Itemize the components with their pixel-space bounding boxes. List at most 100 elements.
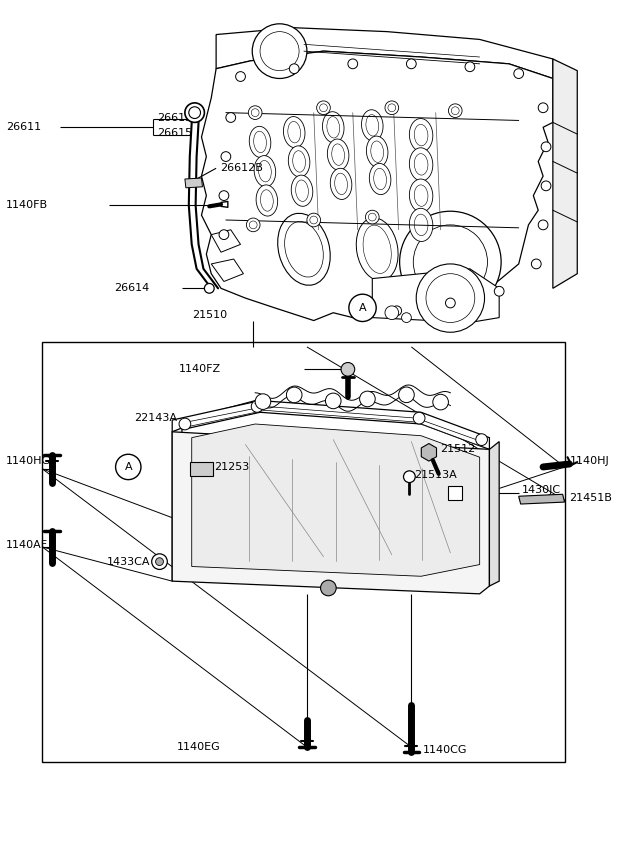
Ellipse shape	[335, 173, 347, 194]
Circle shape	[246, 218, 260, 232]
Ellipse shape	[327, 116, 340, 138]
Circle shape	[286, 387, 302, 403]
Polygon shape	[192, 424, 480, 577]
Circle shape	[326, 393, 341, 409]
Ellipse shape	[330, 168, 352, 199]
Circle shape	[349, 294, 376, 321]
Polygon shape	[211, 259, 244, 282]
Circle shape	[290, 64, 299, 74]
Ellipse shape	[285, 221, 323, 277]
Circle shape	[360, 391, 375, 407]
Text: 26611: 26611	[6, 122, 42, 132]
Circle shape	[255, 393, 271, 410]
Circle shape	[399, 387, 414, 403]
Polygon shape	[172, 432, 489, 594]
Text: A: A	[359, 303, 366, 313]
Circle shape	[531, 259, 541, 269]
Circle shape	[514, 69, 523, 79]
Circle shape	[465, 62, 475, 71]
Text: 21512: 21512	[441, 444, 476, 455]
Polygon shape	[372, 269, 499, 322]
Text: 26612B: 26612B	[220, 164, 263, 173]
Circle shape	[356, 301, 370, 315]
Circle shape	[368, 213, 376, 221]
Text: 21253: 21253	[214, 462, 249, 472]
Ellipse shape	[283, 116, 305, 148]
Text: 26615: 26615	[157, 113, 193, 122]
Circle shape	[400, 211, 501, 313]
Circle shape	[404, 471, 415, 483]
Circle shape	[221, 152, 231, 161]
Ellipse shape	[288, 121, 301, 142]
Polygon shape	[448, 487, 462, 500]
Ellipse shape	[260, 190, 273, 211]
Ellipse shape	[249, 126, 271, 158]
Text: 1430JC: 1430JC	[521, 485, 560, 495]
Text: 22143A: 22143A	[134, 413, 177, 423]
Text: 26615: 26615	[157, 128, 193, 138]
Circle shape	[385, 101, 399, 114]
Circle shape	[414, 225, 487, 299]
Polygon shape	[553, 59, 577, 288]
Text: 21513A: 21513A	[414, 470, 457, 480]
Ellipse shape	[332, 144, 345, 165]
Circle shape	[319, 103, 327, 112]
Circle shape	[252, 24, 307, 79]
Circle shape	[402, 313, 411, 322]
Text: 26614: 26614	[113, 283, 149, 293]
Circle shape	[185, 103, 205, 122]
Text: 1433CA: 1433CA	[107, 556, 150, 566]
Circle shape	[426, 274, 475, 322]
Polygon shape	[182, 406, 482, 446]
Ellipse shape	[366, 136, 388, 167]
Circle shape	[476, 434, 487, 445]
Circle shape	[310, 216, 317, 224]
Circle shape	[189, 107, 200, 119]
Ellipse shape	[361, 109, 383, 141]
Circle shape	[251, 400, 263, 412]
Circle shape	[251, 109, 259, 116]
Polygon shape	[489, 442, 499, 586]
Circle shape	[219, 230, 229, 239]
Ellipse shape	[370, 164, 391, 194]
Circle shape	[152, 554, 167, 570]
Circle shape	[321, 580, 336, 596]
Polygon shape	[211, 230, 241, 252]
Ellipse shape	[288, 146, 310, 177]
Circle shape	[414, 412, 425, 424]
Ellipse shape	[293, 151, 306, 172]
Ellipse shape	[374, 168, 386, 190]
Polygon shape	[202, 51, 553, 321]
Circle shape	[236, 71, 246, 81]
Circle shape	[541, 181, 551, 191]
Text: 1140EG: 1140EG	[177, 742, 221, 752]
Polygon shape	[190, 462, 213, 476]
Circle shape	[494, 287, 504, 296]
Circle shape	[341, 362, 355, 377]
Circle shape	[249, 221, 257, 229]
Text: 1140HJ: 1140HJ	[569, 456, 609, 466]
Ellipse shape	[256, 185, 278, 216]
Ellipse shape	[414, 185, 428, 206]
Ellipse shape	[409, 179, 433, 212]
Circle shape	[538, 103, 548, 113]
Polygon shape	[216, 28, 553, 79]
Circle shape	[307, 213, 321, 226]
Circle shape	[388, 103, 396, 112]
Circle shape	[219, 191, 229, 200]
Circle shape	[365, 210, 379, 224]
Text: A: A	[125, 462, 132, 472]
Ellipse shape	[322, 112, 344, 142]
Circle shape	[179, 418, 191, 430]
Circle shape	[317, 101, 330, 114]
Ellipse shape	[327, 139, 349, 170]
Polygon shape	[185, 178, 203, 187]
Circle shape	[348, 59, 358, 69]
Ellipse shape	[363, 225, 391, 273]
Circle shape	[451, 107, 459, 114]
Circle shape	[538, 220, 548, 230]
Circle shape	[249, 106, 262, 120]
Polygon shape	[519, 494, 565, 504]
Ellipse shape	[259, 160, 272, 182]
Ellipse shape	[414, 125, 428, 146]
